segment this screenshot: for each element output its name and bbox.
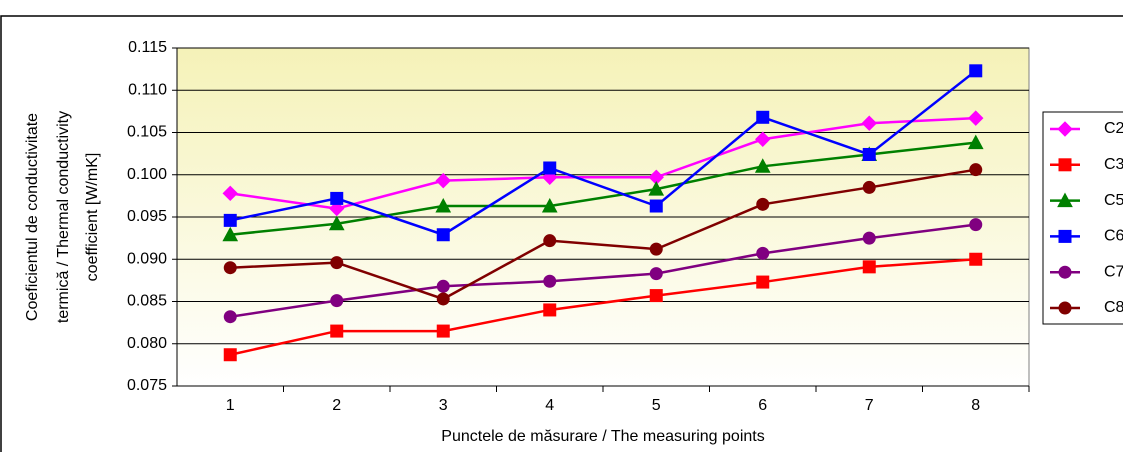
marker — [330, 294, 344, 308]
marker — [435, 197, 452, 213]
marker — [222, 226, 239, 242]
y-axis-label-line: termică / Thermal conductivity — [55, 111, 72, 323]
y-tick-label: 0.115 — [128, 39, 167, 56]
marker — [222, 185, 238, 202]
marker — [543, 161, 557, 175]
y-tick-label: 0.095 — [127, 208, 167, 225]
marker — [649, 289, 663, 303]
marker — [223, 348, 237, 362]
marker — [861, 115, 877, 131]
series-line — [230, 141, 976, 236]
marker — [543, 303, 557, 317]
series-line — [230, 168, 976, 301]
marker — [330, 324, 344, 338]
marker — [1057, 121, 1073, 137]
x-tick-label: 6 — [758, 397, 767, 414]
x-tick-label: 2 — [332, 397, 341, 414]
y-tick-label: 0.075 — [127, 377, 167, 394]
marker — [223, 310, 237, 324]
y-axis-label-line: Coeficientul de conductivitate — [24, 113, 41, 321]
marker — [969, 252, 983, 266]
marker — [968, 110, 984, 126]
marker — [223, 261, 237, 275]
marker — [649, 267, 663, 281]
marker — [436, 292, 450, 306]
marker — [649, 199, 663, 213]
legend-label: C7 — [1104, 263, 1123, 280]
marker — [862, 231, 876, 245]
legend-label: C3 — [1104, 156, 1123, 173]
x-tick-label: 5 — [652, 397, 661, 414]
marker — [862, 147, 876, 161]
marker — [543, 234, 557, 248]
x-tick-label: 3 — [439, 397, 448, 414]
marker — [223, 213, 237, 227]
x-tick-label: 8 — [971, 397, 980, 414]
series-line — [230, 223, 976, 318]
marker — [862, 180, 876, 194]
series-line — [229, 69, 977, 237]
marker — [1058, 158, 1072, 172]
marker — [862, 260, 876, 274]
y-tick-label: 0.105 — [127, 124, 167, 141]
marker — [328, 215, 345, 231]
y-tick-label: 0.090 — [127, 250, 167, 267]
legend-label: C6 — [1104, 228, 1123, 245]
y-tick-label: 0.110 — [128, 81, 167, 98]
marker — [330, 191, 344, 205]
marker — [541, 197, 558, 213]
marker — [330, 256, 344, 270]
marker — [329, 200, 345, 217]
marker — [1058, 301, 1072, 315]
y-tick-label: 0.080 — [127, 335, 167, 352]
marker — [436, 228, 450, 242]
marker — [756, 197, 770, 211]
x-tick-label: 1 — [226, 397, 235, 414]
legend-label: C2 — [1104, 120, 1123, 137]
x-axis-label: Punctele de măsurare / The measuring poi… — [441, 428, 764, 445]
x-tick-label: 4 — [545, 397, 554, 414]
marker — [1058, 265, 1072, 279]
marker — [969, 64, 983, 78]
y-axis-label: Coeficientul de conductivitate termică /… — [24, 111, 101, 323]
marker — [756, 275, 770, 289]
y-axis-label-line: coefficient [W/mK] — [84, 153, 101, 282]
marker — [436, 279, 450, 293]
marker — [756, 246, 770, 260]
marker — [543, 274, 557, 288]
marker — [648, 181, 665, 196]
legend-label: C8 — [1104, 299, 1123, 316]
marker — [435, 172, 451, 189]
marker — [436, 324, 450, 338]
marker — [649, 242, 663, 256]
series-line — [229, 258, 976, 356]
marker — [1058, 229, 1072, 243]
marker — [756, 110, 770, 124]
legend-label: C5 — [1104, 192, 1123, 209]
x-tick-label: 7 — [865, 397, 874, 414]
y-tick-label: 0.085 — [127, 293, 167, 310]
marker — [967, 134, 984, 150]
marker — [1057, 192, 1073, 208]
marker — [754, 158, 771, 173]
marker — [969, 218, 983, 232]
marker — [755, 131, 771, 147]
legend — [1042, 111, 1123, 325]
y-tick-label: 0.100 — [127, 166, 167, 183]
marker — [969, 163, 983, 177]
